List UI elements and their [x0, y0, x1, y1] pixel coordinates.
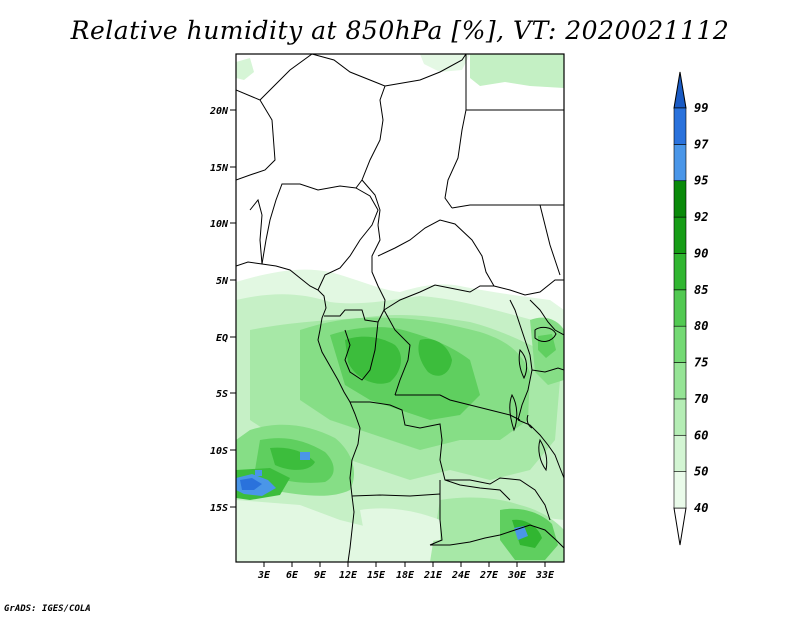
- lat-tick-label: 5N: [216, 276, 229, 287]
- colorbar-swatch: [673, 253, 687, 291]
- lon-tick-label: 15E: [367, 570, 386, 581]
- colorbar-swatch: [673, 398, 687, 436]
- lon-tick-label: 12E: [339, 570, 358, 581]
- lon-tick-label: 27E: [479, 570, 499, 581]
- colorbar-swatch: [673, 362, 687, 400]
- colorbar-swatch: [673, 144, 687, 182]
- colorbar-swatch: [673, 216, 687, 254]
- colorbar-min-arrow: [673, 507, 687, 546]
- colorbar-level-label: 85: [694, 283, 708, 297]
- colorbar-level-label: 90: [694, 246, 708, 260]
- colorbar-level-label: 92: [694, 210, 708, 224]
- lat-tick-label: EQ: [216, 333, 228, 344]
- colorbar-level-label: 40: [694, 501, 708, 515]
- lon-tick-label: 21E: [423, 570, 443, 581]
- lat-tick-label: 5S: [216, 389, 228, 400]
- lon-tick-label: 6E: [286, 570, 299, 581]
- colorbar-swatch: [673, 289, 687, 327]
- colorbar-level-label: 60: [694, 428, 708, 442]
- lon-tick-label: 24E: [451, 570, 471, 581]
- lon-tick-label: 18E: [396, 570, 415, 581]
- lat-tick-label: 15N: [210, 163, 229, 174]
- colorbar-max-arrow: [673, 71, 687, 109]
- map-frame: [235, 53, 565, 563]
- map-title: Relative humidity at 850hPa [%], VT: 202…: [70, 16, 730, 45]
- colorbar-level-label: 70: [694, 392, 708, 406]
- longitude-ticks: 3E 6E 9E 12E 15E 18E 21E 24E 27E 30E 33E: [257, 562, 555, 581]
- lon-tick-label: 3E: [257, 570, 271, 581]
- lon-tick-label: 33E: [535, 570, 555, 581]
- colorbar-swatch: [673, 180, 687, 218]
- colorbar-level-label: 95: [694, 174, 708, 188]
- lon-tick-label: 9E: [314, 570, 327, 581]
- humidity-field: [236, 54, 564, 562]
- lakes: [509, 326, 557, 472]
- grads-credit: GrADS: IGES/COLA: [4, 604, 91, 614]
- colorbar-level-label: 75: [694, 356, 708, 370]
- colorbar: 40 50 60 70 75 80 85 90 92 95 97 99: [673, 71, 709, 546]
- colorbar-level-label: 80: [694, 319, 708, 333]
- colorbar-swatch: [673, 325, 687, 363]
- lat-tick-label: 20N: [209, 106, 229, 117]
- lat-tick-label: 10N: [210, 219, 229, 230]
- lat-tick-label: 15S: [210, 503, 228, 514]
- latitude-ticks: 20N 15N 10N 5N EQ 5S 10S 15S: [209, 106, 236, 514]
- colorbar-level-label: 97: [694, 137, 709, 151]
- colorbar-swatch: [673, 471, 687, 509]
- colorbar-level-label: 50: [694, 465, 708, 479]
- colorbar-swatch: [673, 434, 687, 472]
- lat-tick-label: 10S: [210, 446, 228, 457]
- colorbar-level-label: 99: [694, 101, 708, 115]
- colorbar-swatch: [673, 107, 687, 145]
- country-borders: [236, 54, 564, 562]
- lon-tick-label: 30E: [507, 570, 527, 581]
